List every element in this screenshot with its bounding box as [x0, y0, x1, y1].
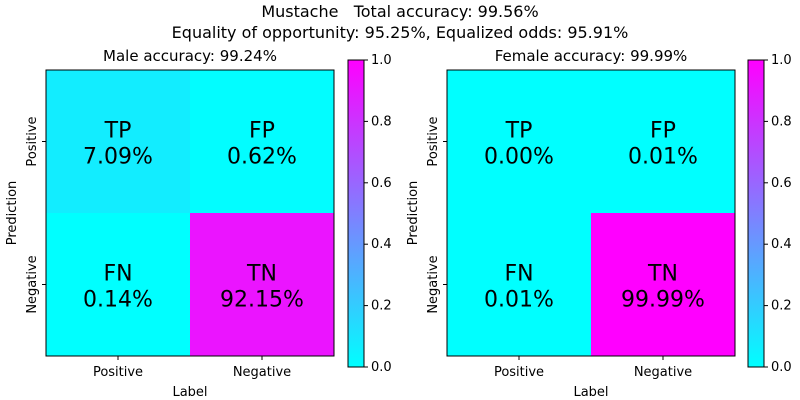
female-colorbar-tick-label: 0.4 — [771, 237, 792, 252]
female-colorbar-tick-label: 0.8 — [771, 114, 792, 129]
female-cell-fn — [447, 213, 591, 356]
male-colorbar-tick-label: 1.0 — [371, 53, 392, 68]
female-cell-tn-value: 99.99% — [621, 288, 705, 313]
male-cell-fp-label: FP — [249, 119, 275, 144]
female-colorbar-tick-label: 0.0 — [771, 360, 792, 375]
male-cell-fn-label: FN — [103, 262, 132, 287]
female-panel-title: Female accuracy: 99.99% — [494, 47, 688, 65]
male-axes-frame — [45, 69, 335, 357]
male-cell-tn — [190, 213, 334, 356]
male-cell-fp-value: 0.62% — [227, 145, 297, 170]
male-cell-fn-value: 0.14% — [83, 288, 153, 313]
female-cell-tp — [447, 70, 591, 213]
figure-title-line1: Mustache Total accuracy: 99.56% — [261, 2, 539, 21]
male-cell-tp — [46, 70, 190, 213]
male-colorbar-tick-label: 0.8 — [371, 114, 392, 129]
female-ytick-label-positive: Positive — [426, 116, 441, 166]
male-ytick-label-negative: Negative — [25, 255, 40, 313]
female-cell-tp-label: TP — [505, 119, 533, 144]
male-cell-tn-value: 92.15% — [220, 288, 304, 313]
female-colorbar-tick-label: 1.0 — [771, 53, 792, 68]
female-xtick-label-positive: Positive — [494, 365, 544, 380]
male-colorbar-tick-label: 0.4 — [371, 237, 392, 252]
male-cell-tn-label: TN — [246, 262, 277, 287]
male-y-axis-label: Prediction — [5, 181, 20, 246]
female-x-axis-label: Label — [573, 385, 608, 400]
male-ytick-label-positive: Positive — [25, 116, 40, 166]
female-ytick-label-negative: Negative — [426, 255, 441, 313]
male-cell-tp-value: 7.09% — [83, 145, 153, 170]
male-panel-title: Male accuracy: 99.24% — [103, 47, 277, 65]
male-xtick-label-negative: Negative — [233, 365, 291, 380]
male-colorbar — [347, 59, 365, 368]
female-cell-fp — [591, 70, 735, 213]
male-x-axis-label: Label — [172, 385, 207, 400]
female-axes-frame — [446, 69, 736, 357]
male-colorbar-tick-label: 0.6 — [371, 176, 392, 191]
male-cell-fn — [46, 213, 190, 356]
male-colorbar-tick-label: 0.0 — [371, 360, 392, 375]
female-cell-fp-value: 0.01% — [628, 145, 698, 170]
female-colorbar-tick-label: 0.2 — [771, 299, 792, 314]
female-cell-tn — [591, 213, 735, 356]
male-cell-tp-label: TP — [104, 119, 132, 144]
female-cell-fp-label: FP — [650, 119, 676, 144]
female-y-axis-label: Prediction — [406, 181, 421, 246]
female-cell-fn-label: FN — [504, 262, 533, 287]
female-cell-tp-value: 0.00% — [484, 145, 554, 170]
female-colorbar-tick-label: 0.6 — [771, 176, 792, 191]
male-cell-fp — [190, 70, 334, 213]
female-cell-tn-label: TN — [647, 262, 678, 287]
female-colorbar — [747, 59, 765, 368]
male-colorbar-tick-label: 0.2 — [371, 299, 392, 314]
female-cell-fn-value: 0.01% — [484, 288, 554, 313]
female-xtick-label-negative: Negative — [634, 365, 692, 380]
figure-title-line2: Equality of opportunity: 95.25%, Equaliz… — [171, 23, 629, 42]
male-xtick-label-positive: Positive — [93, 365, 143, 380]
